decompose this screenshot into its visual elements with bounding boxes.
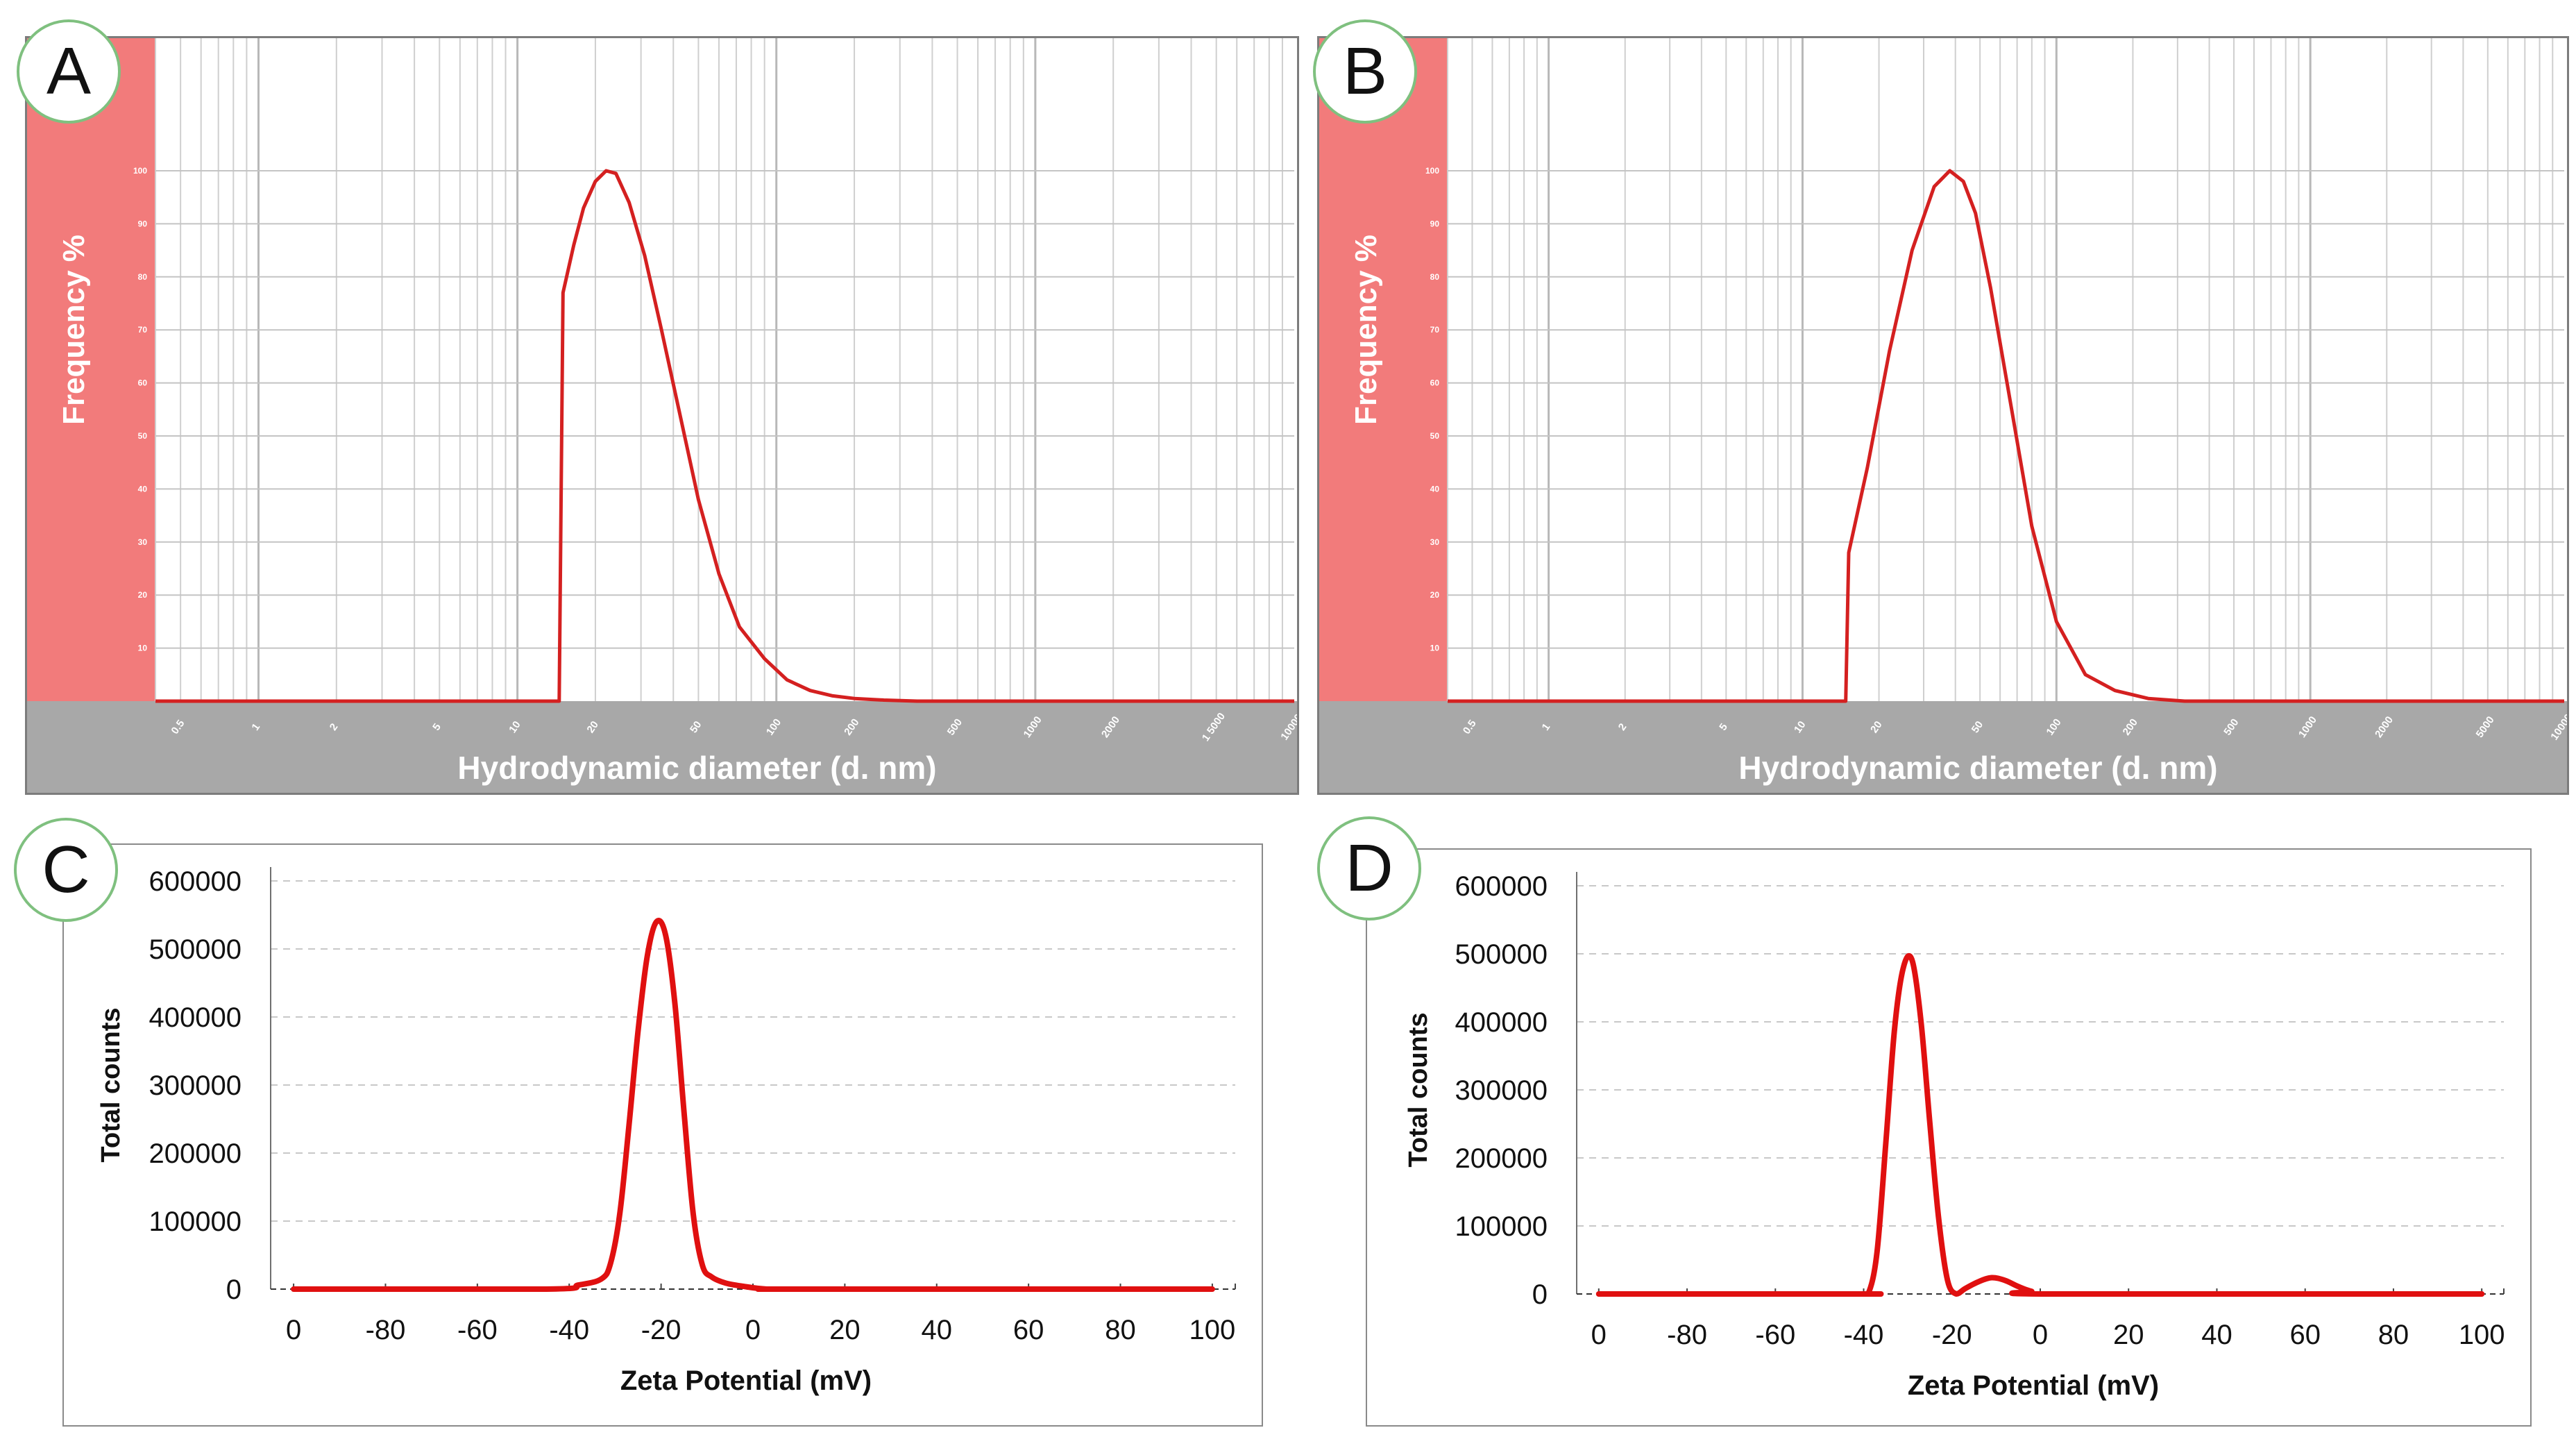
- y-tick-label: 600000: [149, 866, 242, 897]
- panel-label-c: C: [14, 818, 118, 922]
- y-tick-label: 20: [1430, 590, 1440, 600]
- y-tick-label: 200000: [149, 1138, 242, 1169]
- y-tick-label: 400000: [149, 1002, 242, 1033]
- y-tick-label: 600000: [1455, 871, 1548, 902]
- y-axis-title: Frequency %: [1349, 235, 1383, 425]
- size-distribution-line: [155, 169, 1294, 703]
- y-tick-label: 0: [226, 1275, 242, 1305]
- x-tick-label: 20: [829, 1315, 861, 1345]
- x-tick-label: 20: [2113, 1320, 2144, 1350]
- panel-b: 10 20 30 40 50 60 70 80 90 100 0.5 1 2 5 10 20 50 100 200 5…: [1317, 36, 2569, 795]
- y-tick-label: 60: [1430, 378, 1440, 388]
- y-tick-label: 60: [138, 378, 148, 388]
- x-tick-label: 0: [745, 1315, 761, 1345]
- x-tick-label: -60: [457, 1315, 498, 1345]
- x-tick-label: 100: [2459, 1320, 2505, 1350]
- y-tick-label: 500000: [1455, 939, 1548, 970]
- x-tick-label: 20: [585, 719, 601, 735]
- y-tick-label: 0: [1532, 1279, 1548, 1310]
- panel-label-b: B: [1313, 19, 1417, 124]
- y-tick-label: 50: [138, 431, 148, 441]
- y-tick-label: 70: [1430, 325, 1440, 335]
- x-tick-label: 80: [2378, 1320, 2409, 1350]
- y-tick-label: 40: [138, 484, 148, 494]
- y-axis-title: Total counts: [96, 1007, 126, 1162]
- y-tick-label: 300000: [1455, 1075, 1548, 1106]
- x-tick-label: 60: [2289, 1320, 2321, 1350]
- y-tick-label: 200000: [1455, 1143, 1548, 1174]
- x-tick-label: -20: [641, 1315, 681, 1345]
- y-tick-label: 100: [133, 166, 147, 176]
- y-tick-label: 100000: [1455, 1211, 1548, 1242]
- x-tick-label: 0: [286, 1315, 301, 1345]
- y-axis-band: [27, 38, 155, 701]
- panel-a: 10 20 30 40 50 60 70 80 90 100 0.5 1 2 5 10 20 50 100 200 5…: [25, 36, 1299, 795]
- x-tick-label: 80: [1105, 1315, 1136, 1345]
- x-tick-label: -40: [549, 1315, 589, 1345]
- chart-c: 0 100000 200000 300000 400000 500000 600000 0 -8…: [96, 866, 1236, 1396]
- y-tick-label: 30: [1430, 537, 1440, 547]
- x-tick-label: 60: [1013, 1315, 1044, 1345]
- y-tick-label: 10: [1430, 644, 1440, 653]
- y-axis-band: [1319, 38, 1448, 701]
- x-tick-label: 0: [1591, 1320, 1607, 1350]
- y-tick-label: 70: [138, 325, 148, 335]
- x-tick-label: 50: [1969, 719, 1985, 735]
- x-tick-label: 20: [1868, 719, 1884, 735]
- y-tick-label: 80: [1430, 272, 1440, 282]
- size-distribution-line: [1448, 169, 2564, 703]
- y-tick-label: 400000: [1455, 1007, 1548, 1038]
- panel-label-a: A: [17, 19, 121, 124]
- chart-d: 0 100000 200000 300000 400000 500000 600000 0 -8…: [1404, 871, 2505, 1401]
- panel-d: 0 100000 200000 300000 400000 500000 600000 0 -8…: [1366, 848, 2532, 1427]
- x-tick-label: 10: [1792, 719, 1808, 735]
- x-tick-label: -80: [366, 1315, 406, 1345]
- y-tick-label: 500000: [149, 934, 242, 965]
- x-tick-label: -20: [1932, 1320, 1972, 1350]
- x-axis-title: Hydrodynamic diameter (d. nm): [1738, 750, 2217, 786]
- y-tick-label: 90: [1430, 219, 1440, 228]
- x-tick-label: -80: [1667, 1320, 1707, 1350]
- x-tick-label: 40: [922, 1315, 953, 1345]
- y-tick-label: 100: [1425, 166, 1439, 176]
- x-tick-label: 40: [2201, 1320, 2232, 1350]
- x-axis-band: [1319, 701, 2567, 793]
- y-tick-label: 40: [1430, 484, 1440, 494]
- y-tick-label: 90: [138, 219, 148, 228]
- x-axis-title: Zeta Potential (mV): [1908, 1370, 2159, 1401]
- y-axis-title: Total counts: [1404, 1012, 1433, 1167]
- x-tick-label: -60: [1755, 1320, 1795, 1350]
- x-axis-title: Hydrodynamic diameter (d. nm): [457, 750, 936, 786]
- y-axis-title: Frequency %: [57, 235, 91, 425]
- panel-c: 0 100000 200000 300000 400000 500000 600000 0 -8…: [62, 843, 1263, 1427]
- zeta-distribution-line: [291, 918, 1215, 1293]
- panel-label-d: D: [1317, 816, 1421, 920]
- y-tick-label: 50: [1430, 431, 1440, 441]
- zeta-distribution-line: [1595, 952, 2485, 1297]
- y-tick-label: 30: [138, 537, 148, 547]
- x-tick-label: 100: [1189, 1315, 1236, 1345]
- y-tick-label: 10: [138, 644, 148, 653]
- y-tick-label: 100000: [149, 1207, 242, 1237]
- y-tick-label: 80: [138, 272, 148, 282]
- x-tick-label: 50: [688, 719, 704, 735]
- x-tick-label: 10: [507, 719, 523, 735]
- x-axis-band: [27, 701, 1297, 793]
- y-tick-label: 20: [138, 590, 148, 600]
- x-tick-label: -40: [1844, 1320, 1884, 1350]
- x-axis-title: Zeta Potential (mV): [620, 1365, 872, 1396]
- y-tick-label: 300000: [149, 1070, 242, 1101]
- x-tick-label: 0: [2033, 1320, 2048, 1350]
